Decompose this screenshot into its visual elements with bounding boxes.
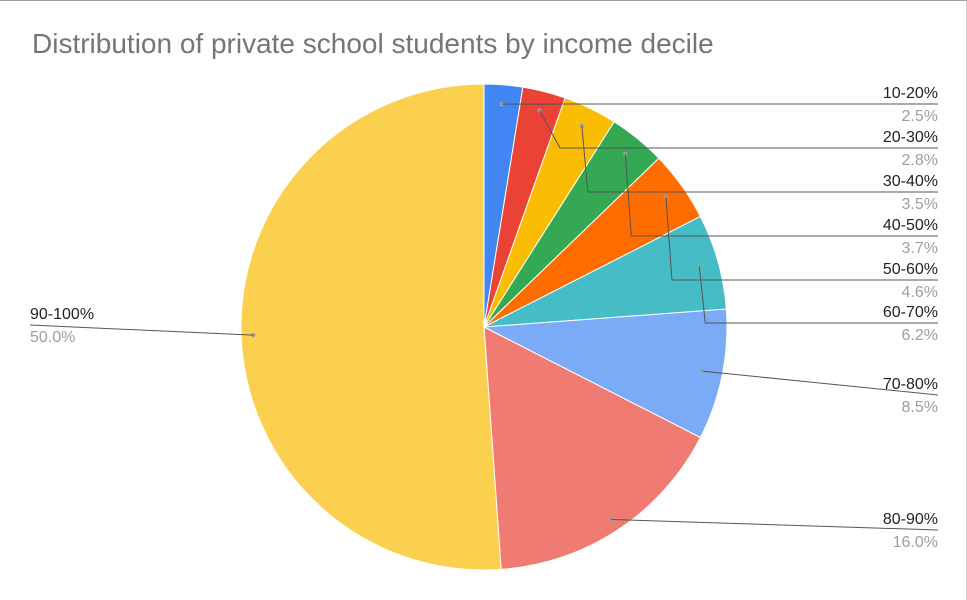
slice-label-40-50%: 40-50% bbox=[883, 217, 938, 234]
slice-label-90-100%: 90-100% bbox=[30, 306, 94, 323]
pie-slices bbox=[240, 83, 728, 571]
slice-label-10-20%: 10-20% bbox=[883, 85, 938, 102]
slice-label-70-80%: 70-80% bbox=[883, 376, 938, 393]
leader-lines bbox=[29, 101, 939, 531]
slice-percent-20-30%: 2.8% bbox=[902, 152, 938, 169]
leader-line-40-50% bbox=[624, 153, 938, 237]
leader-line-30-40% bbox=[581, 125, 938, 193]
slice-percent-90-100%: 50.0% bbox=[30, 329, 75, 346]
slice-percent-40-50%: 3.7% bbox=[902, 240, 938, 257]
slice-labels: 10-20% 2.5% 20-30% 2.8% 30-40% 3.5% 40-50% 3.7%… bbox=[30, 85, 938, 551]
leader-line-60-70% bbox=[698, 266, 938, 324]
leader-line-50-60% bbox=[665, 197, 938, 281]
slice-percent-60-70%: 6.2% bbox=[902, 327, 938, 344]
slice-label-30-40%: 30-40% bbox=[883, 173, 938, 190]
slice-percent-80-90%: 16.0% bbox=[893, 534, 938, 551]
slice-percent-10-20%: 2.5% bbox=[902, 108, 938, 125]
pie-slice-90-100% bbox=[240, 83, 502, 571]
slice-label-20-30%: 20-30% bbox=[883, 129, 938, 146]
leader-line-20-30% bbox=[538, 110, 938, 149]
slice-label-50-60%: 50-60% bbox=[883, 261, 938, 278]
slice-percent-70-80%: 8.5% bbox=[902, 399, 938, 416]
chart-title: Distribution of private school students … bbox=[32, 28, 714, 59]
leader-line-90-100% bbox=[29, 324, 254, 336]
leader-dot-70-80% bbox=[700, 369, 706, 374]
slice-percent-50-60%: 4.6% bbox=[902, 284, 938, 301]
leader-line-70-80% bbox=[703, 370, 939, 396]
slice-label-60-70%: 60-70% bbox=[883, 304, 938, 321]
slice-label-80-90%: 80-90% bbox=[883, 511, 938, 528]
leader-line-80-90% bbox=[611, 519, 939, 531]
slice-percent-30-40%: 3.5% bbox=[902, 196, 938, 213]
leader-dot-10-20% bbox=[499, 101, 505, 107]
pie-slice-70-80% bbox=[482, 308, 728, 439]
pie-slice-80-90% bbox=[483, 326, 702, 570]
